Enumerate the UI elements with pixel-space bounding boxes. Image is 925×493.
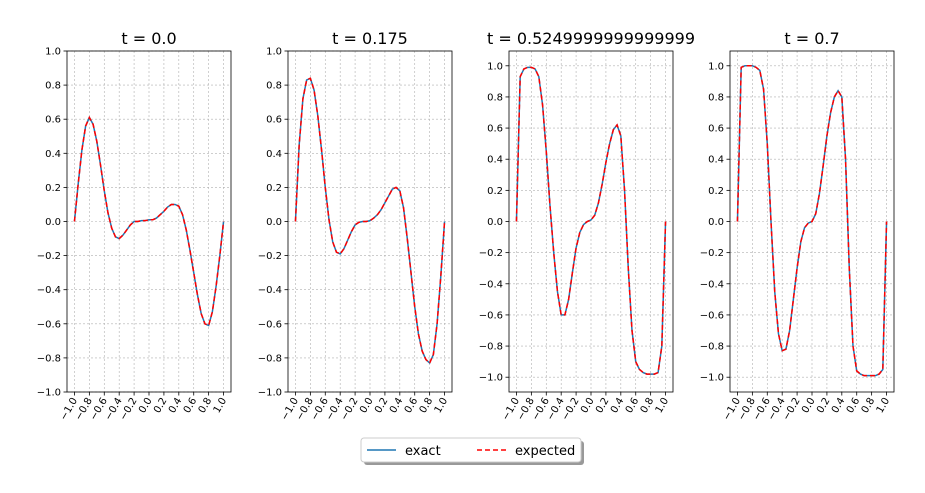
y-tick-label: 1.0: [487, 61, 503, 72]
y-tick-label: −0.8: [479, 342, 503, 353]
x-tick-label: 0.6: [403, 396, 420, 415]
series-line: [73, 115, 225, 327]
y-tick-label: −0.2: [258, 251, 282, 262]
y-tick-label: −0.2: [479, 248, 503, 259]
subplot-title: t = 0.5249999999999999: [487, 29, 695, 48]
subplot: t = 0.0−1.0−0.8−0.6−0.4−0.20.00.20.40.60…: [37, 29, 232, 423]
y-tick-label: 1.0: [708, 61, 724, 72]
y-tick-label: −0.6: [479, 310, 503, 321]
series-line: [515, 66, 667, 375]
y-tick-label: 0.6: [708, 124, 724, 135]
y-tick-label: 0.8: [266, 81, 282, 92]
y-tick-label: 0.0: [487, 217, 503, 228]
legend-label: exact: [405, 444, 441, 459]
x-tick-label: 0.0: [579, 396, 596, 415]
y-tick-label: −1.0: [700, 373, 724, 384]
x-tick-label: 0.2: [373, 396, 390, 415]
axes-frame: [508, 50, 674, 393]
y-tick-label: −0.4: [258, 285, 282, 296]
y-tick-label: −0.2: [37, 251, 61, 262]
y-tick-label: 0.6: [266, 115, 282, 126]
y-tick-label: 0.2: [266, 183, 282, 194]
x-tick-label: 0.4: [609, 396, 626, 415]
y-tick-label: 0.4: [266, 149, 282, 160]
x-tick-label: 1.0: [212, 396, 229, 415]
y-tick-label: −0.8: [37, 353, 61, 364]
y-tick-label: −1.0: [258, 388, 282, 399]
series-line: [736, 65, 888, 377]
y-tick-label: 0.4: [45, 149, 61, 160]
x-tick-label: 0.6: [624, 396, 641, 415]
x-tick-label: 1.0: [433, 396, 450, 415]
y-tick-label: −0.8: [700, 342, 724, 353]
y-tick-label: 0.2: [487, 186, 503, 197]
axes-frame: [729, 50, 895, 393]
y-tick-label: −0.4: [37, 285, 61, 296]
x-tick-label: 1.0: [654, 396, 671, 415]
y-tick-label: −0.6: [37, 319, 61, 330]
y-tick-label: 0.0: [708, 217, 724, 228]
series-line: [294, 77, 446, 365]
x-tick-label: 0.8: [639, 396, 656, 415]
subplot-title: t = 0.0: [121, 29, 176, 48]
x-tick-label: 0.4: [388, 396, 405, 415]
x-tick-label: 0.0: [137, 396, 154, 415]
y-tick-label: −0.6: [700, 310, 724, 321]
y-tick-label: 0.6: [45, 115, 61, 126]
y-tick-label: −0.2: [700, 248, 724, 259]
x-tick-label: 0.8: [860, 396, 877, 415]
legend: exact expected: [360, 437, 584, 465]
subplot: t = 0.5249999999999999 −1.0 −0.8 −0.6 −0.4 −0…: [479, 29, 695, 423]
y-tick-label: 1.0: [45, 47, 61, 58]
x-tick-label: 0.6: [182, 396, 199, 415]
y-tick-label: 0.2: [45, 183, 61, 194]
y-tick-label: 0.8: [45, 81, 61, 92]
legend-box: [360, 437, 582, 463]
y-tick-label: −1.0: [37, 388, 61, 399]
x-tick-label: 1.0: [875, 396, 892, 415]
y-tick-label: 0.8: [487, 92, 503, 103]
y-tick-label: −0.8: [258, 353, 282, 364]
x-tick-label: 0.8: [418, 396, 435, 415]
x-tick-label: 0.0: [800, 396, 817, 415]
y-tick-label: −1.0: [479, 373, 503, 384]
y-tick-label: −0.6: [258, 319, 282, 330]
x-tick-label: 0.6: [845, 396, 862, 415]
subplot: t = 0.175−1.0−0.8−0.6−0.4−0.20.00.20.40.…: [258, 29, 453, 423]
y-tick-label: 0.2: [708, 186, 724, 197]
y-tick-label: 0.0: [45, 217, 61, 228]
x-tick-label: 0.2: [152, 396, 169, 415]
axes-frame: [66, 50, 232, 393]
x-tick-label: 0.4: [167, 396, 184, 415]
subplot-title: t = 0.7: [784, 29, 839, 48]
x-tick-label: 0.8: [197, 396, 214, 415]
y-tick-label: −0.4: [700, 279, 724, 290]
y-tick-label: 0.4: [708, 155, 724, 166]
y-tick-label: 0.8: [708, 92, 724, 103]
x-tick-label: 0.2: [815, 396, 832, 415]
x-tick-label: 0.4: [830, 396, 847, 415]
y-tick-label: 0.6: [487, 124, 503, 135]
x-tick-label: 0.0: [358, 396, 375, 415]
subplot: t = 0.7−1.0−0.8−0.6−0.4−0.20.00.20.40.60…: [700, 29, 895, 423]
y-tick-label: 0.0: [266, 217, 282, 228]
y-tick-label: −0.4: [479, 279, 503, 290]
y-tick-label: 1.0: [266, 47, 282, 58]
axes-frame: [287, 50, 453, 393]
legend-label: expected: [515, 444, 575, 459]
y-tick-label: 0.4: [487, 155, 503, 166]
x-tick-label: 0.2: [594, 396, 611, 415]
subplot-title: t = 0.175: [332, 29, 408, 48]
